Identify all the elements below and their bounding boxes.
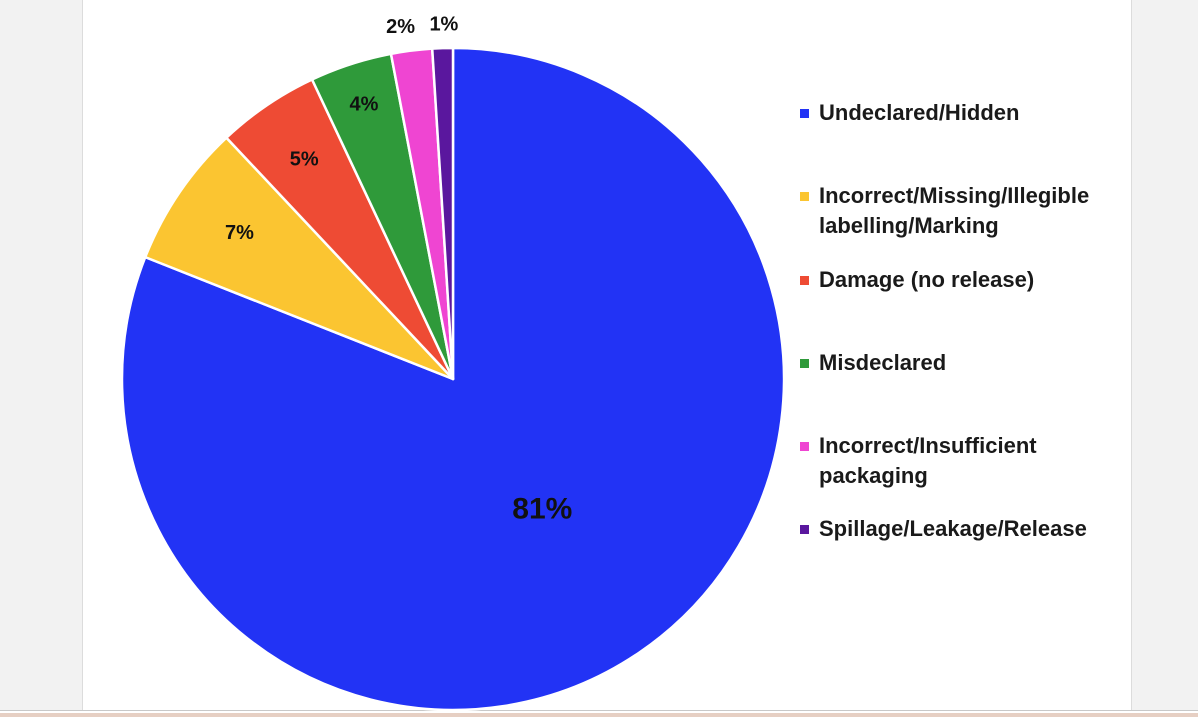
legend-label: Undeclared/Hidden <box>819 100 1020 125</box>
legend-item-spillage-leakage-release: Spillage/Leakage/Release <box>800 514 1129 544</box>
legend-label: Incorrect/Insufficient packaging <box>819 433 1037 488</box>
legend-swatch <box>800 525 809 534</box>
legend-swatch <box>800 276 809 285</box>
data-label-damage-no-release: 5% <box>290 148 319 170</box>
legend-label: Spillage/Leakage/Release <box>819 516 1087 541</box>
legend-item-incorrect-insufficient-packaging: Incorrect/Insufficient packaging <box>800 431 1129 491</box>
legend-swatch <box>800 109 809 118</box>
pie-slice-incorrect-missing-illegible-labelling-marking <box>143 136 455 381</box>
legend-item-misdeclared: Misdeclared <box>800 348 1129 378</box>
bottom-accent-line <box>0 713 1198 717</box>
legend-swatch <box>800 359 809 368</box>
data-label-incorrect-missing-illegible-labelling-marking: 7% <box>225 222 254 244</box>
legend-item-incorrect-missing-illegible-labelling-marking: Incorrect/Missing/Illegible labelling/Ma… <box>800 181 1129 241</box>
legend-swatch <box>800 442 809 451</box>
data-label-misdeclared: 4% <box>350 93 379 115</box>
legend-swatch <box>800 192 809 201</box>
data-label-spillage-leakage-release: 1% <box>429 13 458 35</box>
legend-label: Incorrect/Missing/Illegible labelling/Ma… <box>819 183 1090 238</box>
pie-slices <box>120 46 786 712</box>
pie-slice-spillage-leakage-release <box>430 46 455 381</box>
legend-label: Damage (no release) <box>819 267 1035 292</box>
legend-item-undeclared-hidden: Undeclared/Hidden <box>800 98 1129 128</box>
data-label-incorrect-insufficient-packaging: 2% <box>386 16 415 38</box>
legend-item-damage-no-release: Damage (no release) <box>800 265 1129 295</box>
legend-label: Misdeclared <box>819 350 947 375</box>
data-label-undeclared-hidden: 81% <box>512 492 572 525</box>
pie-data-labels: 81% 7% 5% 4% 2% 1% <box>225 13 572 525</box>
